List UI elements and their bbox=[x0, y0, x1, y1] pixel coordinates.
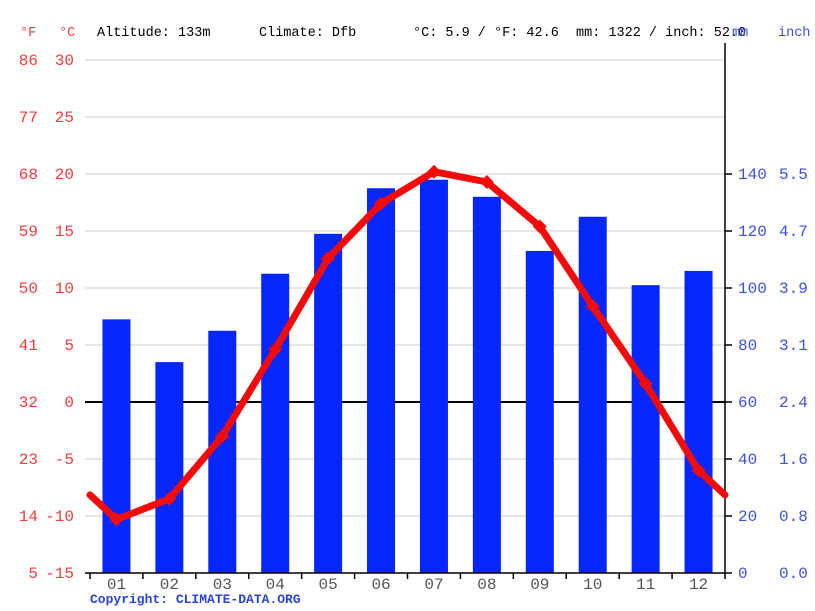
temperature-point bbox=[215, 429, 230, 444]
inch-tick-label: 5.5 bbox=[779, 166, 808, 184]
precip-bar bbox=[472, 196, 501, 574]
temperature-point bbox=[268, 342, 283, 357]
fahrenheit-tick-label: 5 bbox=[28, 565, 38, 583]
temperature-point bbox=[585, 299, 600, 314]
precip-bar bbox=[419, 179, 448, 573]
celsius-tick-label: 25 bbox=[55, 109, 74, 127]
temperature-point bbox=[321, 251, 336, 266]
celsius-tick-label: 10 bbox=[55, 280, 74, 298]
month-label: 10 bbox=[583, 576, 602, 594]
inch-tick-label: 0.8 bbox=[779, 508, 808, 526]
celsius-tick-label: 5 bbox=[64, 337, 74, 355]
fahrenheit-unit-label: °F bbox=[20, 26, 37, 41]
month-label: 09 bbox=[530, 576, 549, 594]
inch-tick-label: 0.0 bbox=[779, 565, 808, 583]
temperature-point bbox=[162, 491, 177, 506]
temperature-point bbox=[532, 219, 547, 234]
mm-tick-label: 40 bbox=[738, 451, 757, 469]
celsius-tick-label: 15 bbox=[55, 223, 74, 241]
month-label: 01 bbox=[107, 576, 126, 594]
precip-bar bbox=[314, 233, 343, 573]
precip-bar bbox=[684, 270, 713, 573]
mm-tick-label: 0 bbox=[738, 565, 748, 583]
fahrenheit-tick-label: 77 bbox=[19, 109, 38, 127]
fahrenheit-tick-label: 68 bbox=[19, 166, 38, 184]
month-label: 07 bbox=[424, 576, 443, 594]
temperature-line bbox=[86, 168, 729, 523]
mm-unit-label: mm bbox=[732, 26, 749, 41]
month-label: 03 bbox=[213, 576, 232, 594]
precip-bar bbox=[578, 216, 607, 573]
copyright-prefix: Copyright: bbox=[90, 592, 176, 607]
inch-tick-label: 2.4 bbox=[779, 394, 808, 412]
copyright-line: Copyright: CLIMATE-DATA.ORG bbox=[90, 592, 301, 607]
mm-tick-label: 140 bbox=[738, 166, 767, 184]
month-label: 11 bbox=[636, 576, 655, 594]
temperature-point bbox=[374, 196, 389, 211]
precip-bar bbox=[631, 285, 660, 573]
precip-bar bbox=[155, 362, 184, 573]
total-precip-label: mm: 1322 / inch: 52.0 bbox=[576, 26, 747, 41]
mm-tick-label: 60 bbox=[738, 394, 757, 412]
fahrenheit-tick-label: 23 bbox=[19, 451, 38, 469]
temperature-point bbox=[109, 512, 124, 527]
inch-unit-label: inch bbox=[778, 26, 811, 41]
precip-bar bbox=[367, 188, 396, 573]
celsius-unit-label: °C bbox=[59, 26, 76, 41]
celsius-tick-label: -10 bbox=[45, 508, 74, 526]
month-label: 06 bbox=[371, 576, 390, 594]
month-label: 04 bbox=[266, 576, 285, 594]
climate-class-label: Climate: Dfb bbox=[259, 26, 357, 41]
mm-tick-label: 100 bbox=[738, 280, 767, 298]
celsius-tick-label: 30 bbox=[55, 52, 74, 70]
month-label: 05 bbox=[319, 576, 338, 594]
temperature-point bbox=[691, 463, 706, 478]
avg-temp-label: °C: 5.9 / °F: 42.6 bbox=[413, 26, 559, 41]
precip-bar bbox=[525, 250, 554, 573]
celsius-tick-label: 20 bbox=[55, 166, 74, 184]
temperature-point bbox=[479, 174, 494, 189]
mm-tick-label: 80 bbox=[738, 337, 757, 355]
fahrenheit-tick-label: 59 bbox=[19, 223, 38, 241]
month-label: 12 bbox=[689, 576, 708, 594]
celsius-tick-label: -5 bbox=[55, 451, 74, 469]
fahrenheit-tick-label: 14 bbox=[19, 508, 38, 526]
mm-tick-label: 120 bbox=[738, 223, 767, 241]
temperature-point bbox=[638, 376, 653, 391]
fahrenheit-tick-label: 32 bbox=[19, 394, 38, 412]
fahrenheit-tick-label: 41 bbox=[19, 337, 38, 355]
inch-tick-label: 3.1 bbox=[779, 337, 808, 355]
precip-bar bbox=[102, 319, 131, 573]
precip-bar bbox=[261, 273, 290, 573]
month-label: 02 bbox=[160, 576, 179, 594]
month-label: 08 bbox=[477, 576, 496, 594]
mm-tick-label: 20 bbox=[738, 508, 757, 526]
celsius-tick-label: 0 bbox=[64, 394, 74, 412]
inch-tick-label: 1.6 bbox=[779, 451, 808, 469]
fahrenheit-tick-label: 86 bbox=[19, 52, 38, 70]
climate-data-link[interactable]: CLIMATE-DATA.ORG bbox=[175, 592, 301, 607]
temperature-point bbox=[426, 164, 441, 179]
fahrenheit-tick-label: 50 bbox=[19, 280, 38, 298]
inch-tick-label: 3.9 bbox=[779, 280, 808, 298]
celsius-tick-label: -15 bbox=[45, 565, 74, 583]
inch-tick-label: 4.7 bbox=[779, 223, 808, 241]
altitude-label: Altitude: 133m bbox=[97, 26, 211, 41]
